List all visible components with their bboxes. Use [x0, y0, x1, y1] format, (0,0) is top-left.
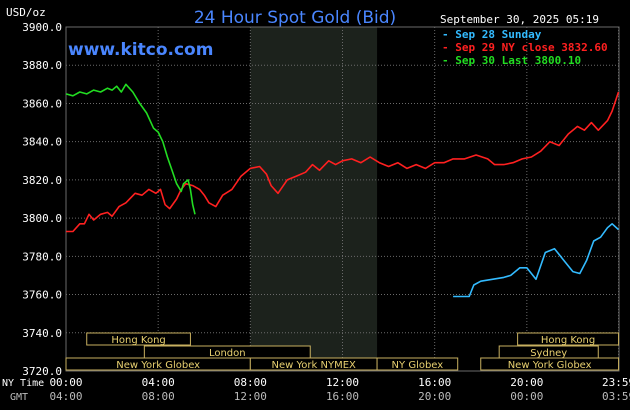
market-session-label: London: [209, 348, 246, 359]
market-session: New York Globex: [65, 357, 251, 371]
market-session-box: [480, 357, 620, 371]
ny-time-label: NY Time: [2, 378, 44, 389]
market-session-label: Sydney: [530, 348, 567, 359]
y-tick-labels: 3720.0 3740.0 3760.0 3780.0 3800.0 3820.0 3840…: [22, 21, 62, 378]
market-session-label: New York NYMEX: [272, 360, 357, 371]
legend-entry: - Sep 30 Last 3800.10: [442, 54, 581, 67]
market-session: New York NYMEX: [249, 357, 378, 371]
market-session-box: [517, 332, 620, 346]
chart-title: 24 Hour Spot Gold (Bid): [194, 8, 396, 28]
watermark: www.kitco.com: [68, 40, 213, 60]
gridlines: [65, 26, 620, 372]
x-tick-label-gmt: 16:00: [326, 390, 359, 403]
x-tick-label-gmt: 00:00: [510, 390, 543, 403]
nymex-session-shade: [250, 27, 378, 371]
y-tick-label: 3900.0: [22, 21, 62, 34]
market-session: Sydney: [498, 345, 599, 359]
x-tick-label-ny: 16:00: [418, 376, 451, 389]
x-tick-label-gmt: 20:00: [418, 390, 451, 403]
market-session: Hong Kong: [86, 332, 191, 346]
gmt-label: GMT: [10, 392, 28, 403]
x-tick-label-ny: 08:00: [234, 376, 267, 389]
legend: - Sep 28 Sunday- Sep 29 NY close 3832.60…: [442, 28, 608, 67]
legend-entry: - Sep 28 Sunday: [442, 28, 542, 41]
y-tick-label: 3880.0: [22, 59, 62, 72]
plot-frame: [65, 26, 620, 372]
market-session: Hong Kong: [517, 332, 620, 346]
x-tick-label-gmt: 04:00: [49, 390, 82, 403]
market-session-box: [376, 357, 459, 371]
y-tick-label: 3820.0: [22, 174, 62, 187]
market-session-label: Hong Kong: [111, 335, 165, 346]
x-tick-label-ny: 20:00: [510, 376, 543, 389]
x-tick-label-ny: 04:00: [142, 376, 175, 389]
y-tick-label: 3840.0: [22, 136, 62, 149]
x-tick-labels: 00:0004:0008:0012:0016:0020:0023:5904:00…: [49, 376, 630, 403]
date-label: September 30, 2025 05:19: [440, 13, 599, 26]
x-tick-label-gmt: 12:00: [234, 390, 267, 403]
series-line-2: [66, 91, 620, 233]
legend-entry: - Sep 29 NY close 3832.60: [442, 41, 608, 54]
x-tick-label-ny: 00:00: [49, 376, 82, 389]
y-tick-label: 3720.0: [22, 365, 62, 378]
market-session-label: New York Globex: [116, 360, 200, 371]
y-tick-label: 3860.0: [22, 97, 62, 110]
series-line-3: [65, 83, 196, 215]
x-tick-label-ny: 12:00: [326, 376, 359, 389]
market-session-label: New York Globex: [508, 360, 592, 371]
x-tick-label-ny: 23:59: [602, 376, 630, 389]
market-sessions: Hong Kong London New York Globex New York N…: [65, 332, 620, 371]
market-session-label: Hong Kong: [541, 335, 595, 346]
market-session-label: NY Globex: [392, 360, 444, 371]
y-tick-label: 3740.0: [22, 327, 62, 340]
y-tick-label: 3780.0: [22, 250, 62, 263]
unit-label: USD/oz: [6, 6, 46, 19]
x-tick-label-gmt: 03:59: [602, 390, 630, 403]
market-session: New York Globex: [480, 357, 620, 371]
nymex-session-shade-layer: [250, 27, 378, 371]
price-series: [65, 83, 620, 298]
y-tick-label: 3760.0: [22, 289, 62, 302]
series-line-1: [453, 223, 620, 298]
x-tick-label-gmt: 08:00: [142, 390, 175, 403]
y-tick-label: 3800.0: [22, 212, 62, 225]
market-session: NY Globex: [376, 357, 459, 371]
market-session: London: [143, 345, 311, 359]
market-session-box: [86, 332, 191, 346]
